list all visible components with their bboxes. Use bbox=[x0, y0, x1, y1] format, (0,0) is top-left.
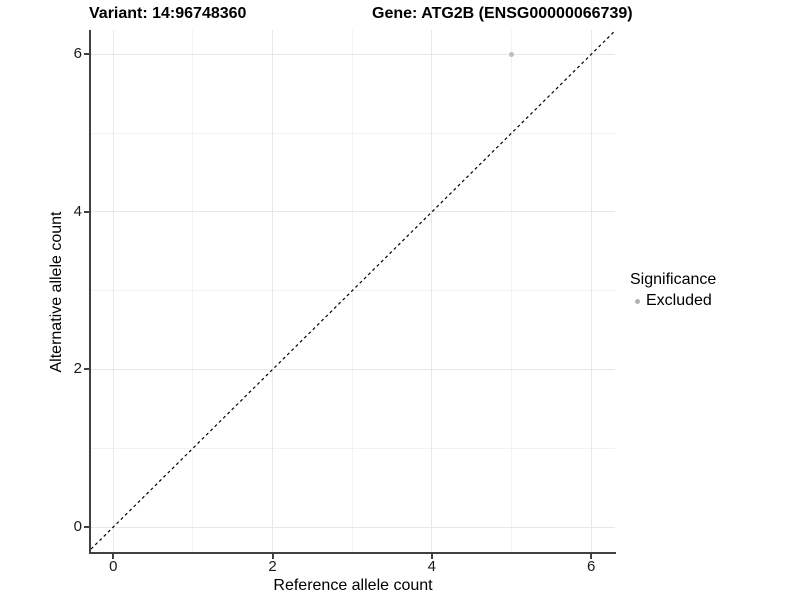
plot-title-variant: Variant: 14:96748360 bbox=[89, 5, 247, 22]
y-axis-tick-labels: 0 2 4 6 bbox=[0, 30, 82, 553]
y-axis-title: Alternative allele count bbox=[48, 211, 65, 373]
y-tick-mark bbox=[84, 53, 89, 56]
x-tick-mark bbox=[430, 554, 433, 559]
y-tick-label: 4 bbox=[73, 202, 82, 220]
x-tick-mark bbox=[271, 554, 274, 559]
major-gridline-y bbox=[91, 211, 615, 213]
major-gridline-x bbox=[590, 30, 592, 553]
y-tick-mark bbox=[84, 526, 89, 528]
x-tick-label: 0 bbox=[109, 558, 118, 575]
major-gridline-y bbox=[91, 368, 615, 370]
major-gridline-y bbox=[91, 526, 615, 528]
major-gridline-x bbox=[272, 30, 274, 553]
x-tick-mark bbox=[590, 554, 593, 559]
plot-panel bbox=[91, 30, 615, 553]
data-point bbox=[508, 51, 514, 57]
major-gridline-x bbox=[431, 30, 433, 553]
legend-title: Significance bbox=[630, 271, 717, 288]
major-gridline-y bbox=[91, 53, 615, 55]
legend-key-circle-icon bbox=[635, 298, 640, 304]
x-tick-mark bbox=[112, 554, 115, 559]
x-tick-label: 2 bbox=[268, 558, 277, 575]
minor-gridline-y bbox=[91, 447, 615, 449]
y-tick-mark bbox=[84, 368, 89, 371]
x-axis-title: Reference allele count bbox=[273, 577, 433, 594]
y-tick-label: 2 bbox=[73, 360, 82, 378]
identity-dashed-line bbox=[91, 30, 615, 550]
plot-title-gene: Gene: ATG2B (ENSG00000066739) bbox=[372, 5, 633, 22]
x-tick-label: 4 bbox=[427, 558, 436, 575]
identity-line-path bbox=[91, 30, 615, 550]
legend-item-excluded: Excluded bbox=[630, 292, 716, 310]
minor-gridline-x bbox=[192, 30, 194, 553]
y-axis-line bbox=[89, 30, 91, 554]
legend-item-label: Excluded bbox=[646, 292, 712, 309]
x-axis-line bbox=[89, 552, 616, 554]
y-tick-mark bbox=[84, 210, 89, 213]
major-gridline-x bbox=[112, 30, 114, 553]
y-tick-label: 0 bbox=[73, 518, 82, 535]
legend: Significance Excluded bbox=[630, 271, 716, 310]
y-tick-label: 6 bbox=[73, 45, 82, 63]
x-axis-tick-labels: 0 2 4 6 bbox=[91, 558, 615, 576]
minor-gridline-y bbox=[91, 132, 615, 134]
minor-gridline-x bbox=[510, 30, 512, 553]
x-tick-label: 6 bbox=[586, 558, 596, 575]
